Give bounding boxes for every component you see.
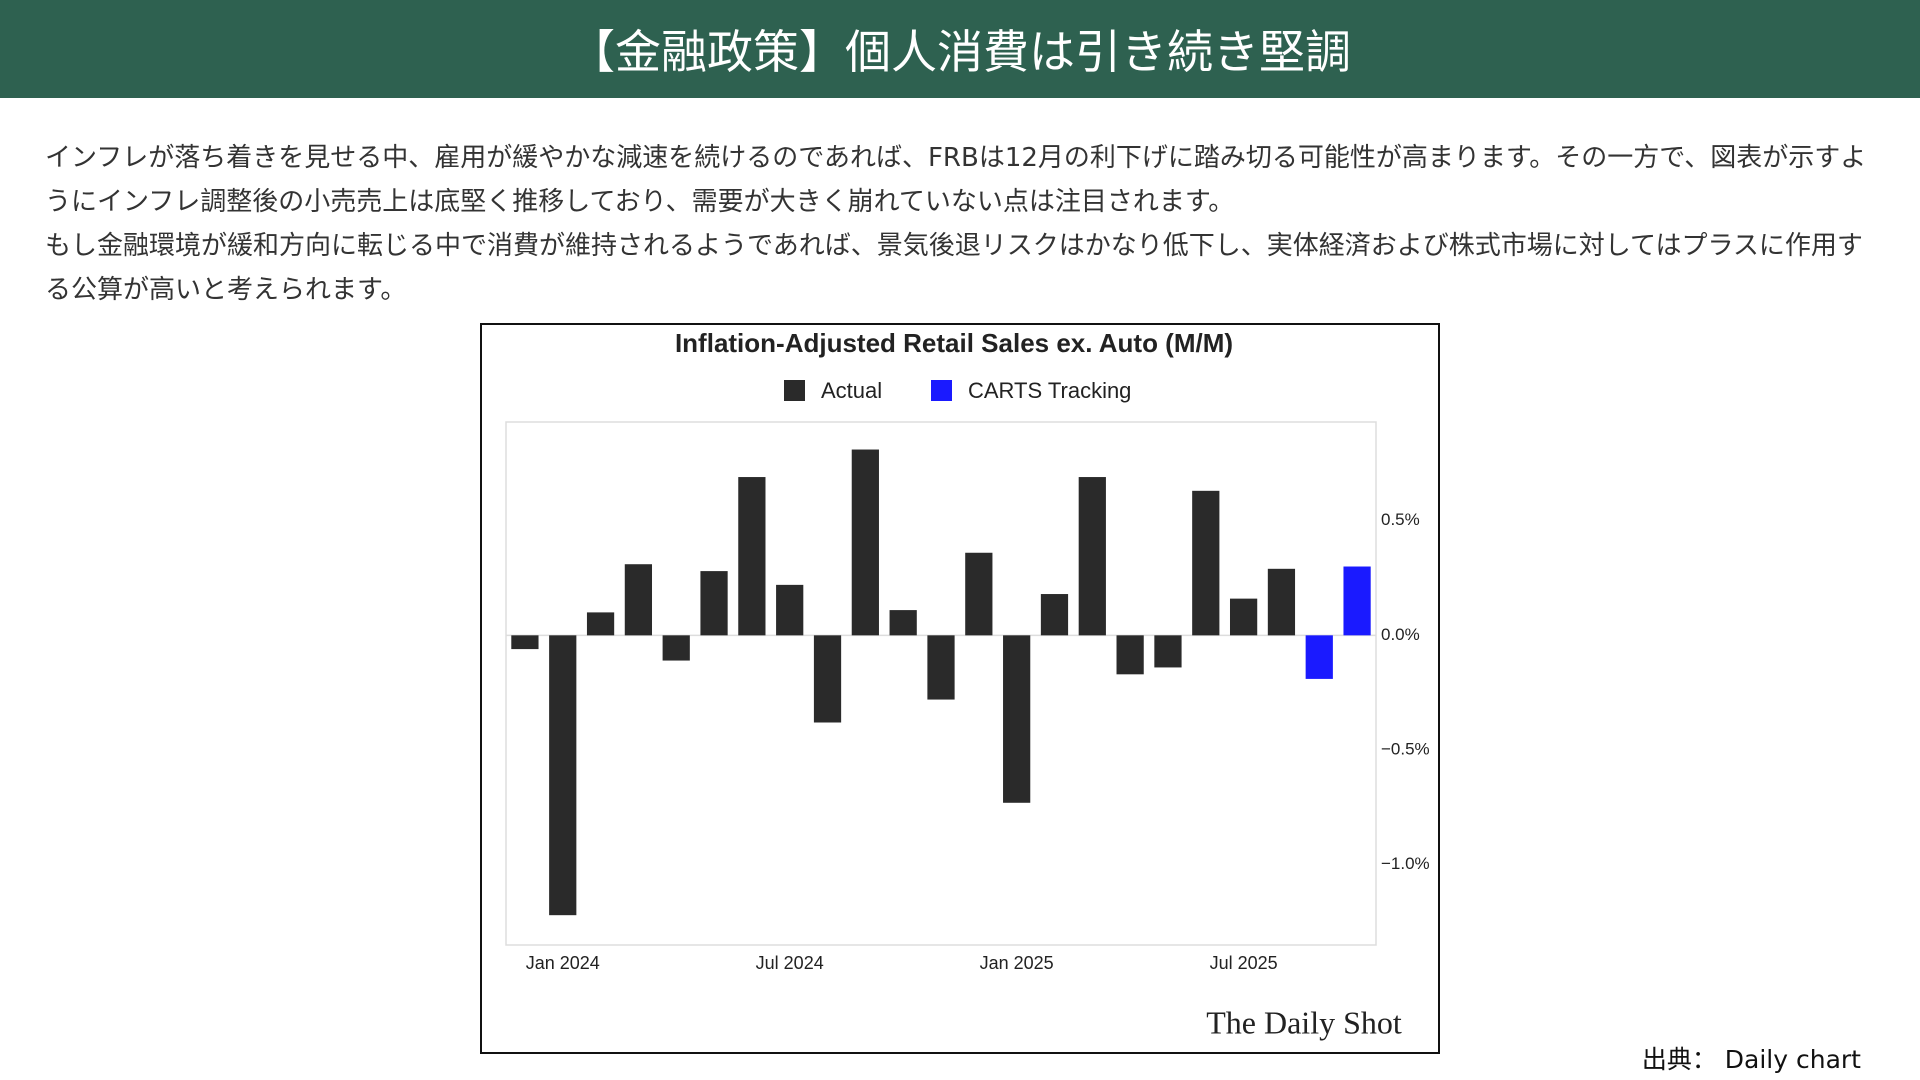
plot-area [505,421,1377,946]
bar [1343,566,1371,636]
bar [586,612,615,636]
y-tick-label: −1.0% [1381,854,1430,873]
legend-label: Actual [821,378,882,403]
bar [851,449,879,636]
x-tick-label: Jan 2025 [980,953,1054,973]
bar [511,635,539,650]
x-tick-label: Jan 2024 [526,953,600,973]
bar [1040,594,1069,636]
bar [700,571,728,636]
bar [1116,635,1144,675]
bar [1192,490,1220,636]
bar [889,610,917,636]
paragraph: もし金融環境が緩和方向に転じる中で消費が維持されるようであれば、景気後退リスクは… [45,231,1863,305]
bar [624,564,653,636]
body-text: インフレが落ち着きを見せる中、雇用が緩やかな減速を続けるのであれば、FRBは12… [45,136,1885,312]
legend-swatch [931,380,952,401]
bar [549,635,577,916]
bar [1305,635,1333,679]
bar [927,635,955,700]
bar [1229,598,1258,636]
y-tick-label: 0.0% [1381,625,1420,644]
bar [662,635,690,661]
bar [813,635,842,723]
chart-title: Inflation-Adjusted Retail Sales ex. Auto… [675,328,1233,358]
bar [1078,477,1106,636]
legend-label: CARTS Tracking [968,378,1131,403]
chart: Inflation-Adjusted Retail Sales ex. Auto… [480,323,1440,1054]
bar [1003,635,1031,803]
source: 出典： Daily chart [1641,1045,1861,1074]
y-tick-label: 0.5% [1381,510,1420,529]
legend-swatch [784,380,805,401]
y-tick-label: −0.5% [1381,740,1430,759]
bar [776,584,804,636]
x-tick-label: Jul 2024 [756,953,824,973]
chart-frame [480,323,1440,1054]
paragraph: インフレが落ち着きを見せる中、雇用が緩やかな減速を続けるのであれば、FRBは12… [45,143,1867,217]
watermark: The Daily Shot [1206,1004,1402,1040]
bar [1267,568,1296,636]
bar [965,552,993,636]
x-tick-label: Jul 2025 [1210,953,1278,973]
bar [738,477,766,636]
bar [1154,635,1182,668]
header-title: 【金融政策】個人消費は引き続き堅調 [0,0,1920,98]
